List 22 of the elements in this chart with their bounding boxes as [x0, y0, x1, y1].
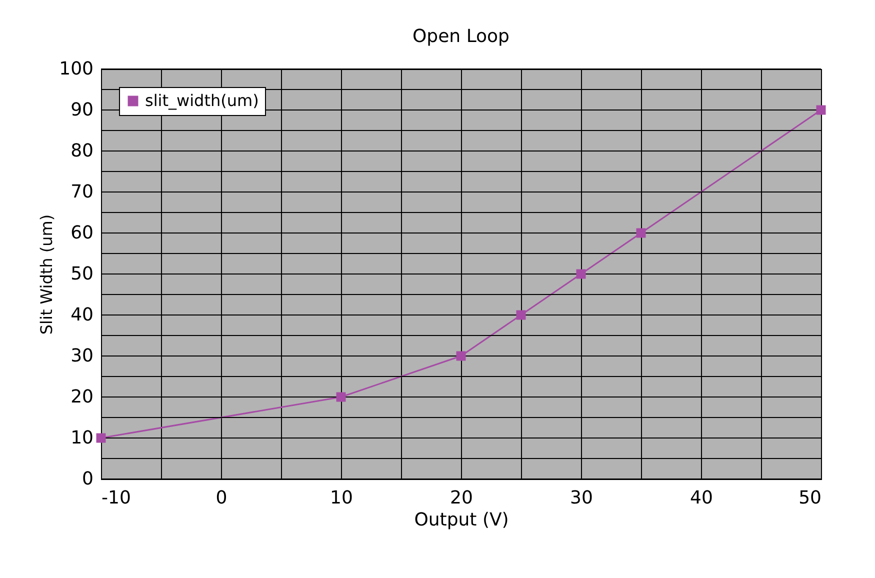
y-tick-label: 30 — [70, 346, 94, 366]
chart-title: Open Loop — [412, 26, 510, 47]
y-tick-label: 100 — [59, 58, 94, 80]
y-axis-title: Slit Width (um) — [37, 214, 56, 335]
y-tick-label: 70 — [70, 182, 94, 202]
y-tick-label: 0 — [82, 468, 94, 490]
x-tick-label: 30 — [570, 488, 593, 508]
y-tick-label: 80 — [70, 140, 94, 162]
x-tick-label: 10 — [330, 488, 353, 508]
x-tick-label: 40 — [690, 488, 713, 508]
y-tick-label: 10 — [70, 428, 94, 448]
x-tick-label: 0 — [216, 488, 228, 508]
x-tick-label: 20 — [450, 488, 473, 508]
legend-label: slit_width(um) — [145, 91, 259, 110]
x-axis-title: Output (V) — [414, 510, 509, 530]
y-tick-label: 60 — [70, 222, 94, 244]
y-tick-label: 90 — [70, 100, 94, 120]
x-tick-label: -10 — [102, 488, 131, 508]
x-tick-label: 50 — [798, 488, 822, 508]
y-tick-label: 50 — [70, 264, 94, 284]
y-tick-label: 40 — [70, 304, 94, 326]
y-tick-label: 20 — [70, 386, 94, 408]
